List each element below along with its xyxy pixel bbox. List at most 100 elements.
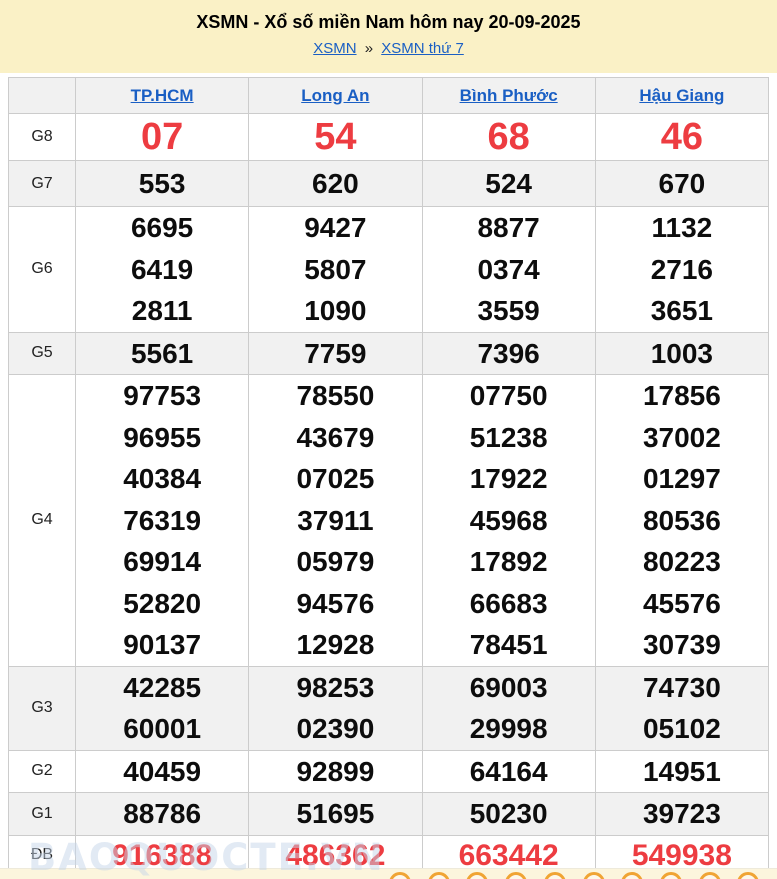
prize-row-g2: G2 40459 92899 64164 14951 <box>8 749 770 793</box>
prize-number: 66683 <box>469 587 548 619</box>
prize-cell-g7-col2: 620 <box>248 160 423 207</box>
prize-number: 1132 <box>651 212 713 243</box>
loto-ball-icon <box>659 872 682 879</box>
prize-number: 80536 <box>642 504 721 536</box>
prize-number: 54 <box>314 116 357 158</box>
prize-number: 9427 <box>304 212 367 243</box>
breadcrumb-separator: » <box>364 40 374 57</box>
prize-cell-g7-col4: 670 <box>594 160 770 207</box>
prize-number: 5807 <box>304 253 367 285</box>
prize-number: 14951 <box>642 755 721 787</box>
prize-cell-g7-col3: 524 <box>421 160 596 207</box>
prize-number: 549938 <box>631 838 732 872</box>
prize-label: G8 <box>8 113 76 161</box>
prize-cell-g4-col3: 07750 51238 17922 45968 17892 66683 78451 <box>421 374 596 667</box>
prize-number: 69914 <box>123 546 202 577</box>
prize-cell-g7-col1: 553 <box>74 160 250 207</box>
prize-row-g4: G4 97753 96955 40384 76319 69914 52820 90137 785… <box>8 374 770 667</box>
prize-number: 916388 <box>112 838 213 872</box>
prize-number: 78451 <box>469 629 548 660</box>
prize-number: 8877 <box>477 212 540 243</box>
prize-number: 2811 <box>131 295 193 326</box>
province-link-haugiang[interactable]: Hậu Giang <box>639 85 725 105</box>
loto-ball-icon <box>621 872 644 879</box>
prize-label: G7 <box>8 160 76 207</box>
prize-number: 07750 <box>469 380 548 411</box>
prize-number: 98253 <box>296 671 375 703</box>
prize-number: 43679 <box>296 421 375 453</box>
prize-number: 6419 <box>130 253 194 285</box>
prize-number: 37002 <box>642 421 721 453</box>
prize-cell-g1-col4: 39723 <box>594 792 770 836</box>
prize-number: 0374 <box>477 253 540 285</box>
prize-number: 553 <box>138 168 186 199</box>
prize-cell-g8-col4: 46 <box>594 113 770 161</box>
corner-cell <box>8 77 76 114</box>
prize-number: 64164 <box>469 755 548 787</box>
prize-number: 12928 <box>296 629 375 660</box>
prize-cell-g3-col3: 69003 29998 <box>421 665 596 751</box>
prize-row-g7: G7 553 620 524 670 <box>8 160 770 207</box>
loto-ball-icon <box>389 872 411 879</box>
prize-number: 51238 <box>469 421 548 453</box>
prize-cell-g3-col1: 42285 60001 <box>74 665 250 751</box>
prize-number: 39723 <box>642 798 721 829</box>
loto-ball-icon <box>582 872 605 879</box>
prize-cell-g8-col1: 07 <box>74 113 250 161</box>
prize-number: 40384 <box>123 463 202 494</box>
prize-number: 90137 <box>123 629 202 660</box>
column-header-tphcm: TP.HCM <box>74 77 250 114</box>
prize-number: 3559 <box>477 295 540 326</box>
prize-number: 97753 <box>123 380 202 411</box>
prize-number: 07025 <box>296 463 375 494</box>
prize-number: 45576 <box>642 587 721 619</box>
prize-row-g5: G5 5561 7759 7396 1003 <box>8 331 770 375</box>
prize-number: 92899 <box>296 755 375 787</box>
prize-number: 50230 <box>469 798 548 829</box>
prize-cell-g5-col3: 7396 <box>421 331 596 375</box>
province-link-longan[interactable]: Long An <box>301 85 370 105</box>
prize-label: G2 <box>8 749 76 793</box>
province-link-binhphuoc[interactable]: Bình Phước <box>459 85 558 105</box>
prize-cell-g3-col4: 74730 05102 <box>594 665 770 751</box>
prize-number: 76319 <box>123 504 202 536</box>
prize-number: 3651 <box>650 295 714 326</box>
prize-row-g6: G6 6695 6419 2811 9427 5807 1090 8877 0374 3559 11… <box>8 206 770 333</box>
loto-ball-icon <box>698 872 721 879</box>
prize-number: 1090 <box>304 295 367 326</box>
loto-ball-icon <box>427 872 450 879</box>
results-table-body: G8 07 54 68 46 G7 553 620 524 670 G6 6695 6419 2811 94… <box>8 113 770 876</box>
prize-number: 46 <box>660 116 704 158</box>
breadcrumb-link-xsmn[interactable]: XSMN <box>313 40 357 57</box>
prize-number: 45968 <box>469 504 548 536</box>
prize-cell-g5-col2: 7759 <box>248 331 423 375</box>
prize-number: 6695 <box>130 212 194 243</box>
prize-cell-g6-col3: 8877 0374 3559 <box>421 206 596 333</box>
prize-cell-g1-col2: 51695 <box>248 792 423 836</box>
prize-number: 2716 <box>650 253 714 285</box>
prize-cell-g1-col1: 88786 <box>74 792 250 836</box>
page-header: XSMN - Xổ số miền Nam hôm nay 20-09-2025… <box>0 0 777 73</box>
prize-number: 42285 <box>123 671 202 703</box>
prize-cell-g6-col1: 6695 6419 2811 <box>74 206 250 333</box>
prize-number: 29998 <box>469 713 548 744</box>
prize-cell-g4-col2: 78550 43679 07025 37911 05979 94576 12928 <box>248 374 423 667</box>
prize-number: 88786 <box>123 798 202 829</box>
prize-cell-g4-col1: 97753 96955 40384 76319 69914 52820 90137 <box>74 374 250 667</box>
prize-label: G6 <box>8 206 76 333</box>
prize-number: 69003 <box>469 671 548 703</box>
prize-cell-g4-col4: 17856 37002 01297 80536 80223 45576 30739 <box>594 374 770 667</box>
prize-number: 74730 <box>642 671 721 703</box>
prize-number: 07 <box>140 116 184 158</box>
province-link-tphcm[interactable]: TP.HCM <box>130 85 194 105</box>
breadcrumb-link-xsmn-thu7[interactable]: XSMN thứ 7 <box>381 40 464 57</box>
prize-cell-g8-col2: 54 <box>248 113 423 161</box>
prize-number: 80223 <box>642 546 721 577</box>
column-header-haugiang: Hậu Giang <box>594 77 770 114</box>
loto-ball-icon <box>466 872 489 879</box>
loto-ball-icon <box>737 872 760 879</box>
prize-cell-g5-col1: 5561 <box>74 331 250 375</box>
prize-number: 51695 <box>296 798 375 829</box>
prize-cell-g6-col2: 9427 5807 1090 <box>248 206 423 333</box>
prize-cell-g6-col4: 1132 2716 3651 <box>594 206 770 333</box>
